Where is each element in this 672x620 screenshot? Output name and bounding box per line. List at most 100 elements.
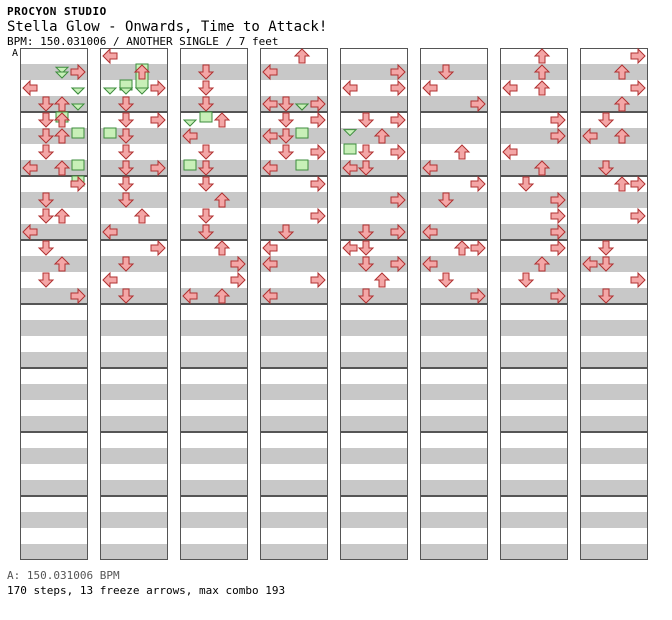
up-arrow-note	[293, 48, 311, 64]
studio-name: PROCYON STUDIO	[7, 5, 107, 18]
measure-box	[580, 240, 648, 304]
freeze-arrow	[199, 111, 213, 123]
measure-box	[20, 48, 88, 112]
up-arrow-note	[53, 160, 71, 176]
measure-box	[420, 176, 488, 240]
down-arrow-note	[117, 128, 135, 144]
down-arrow-note	[37, 208, 55, 224]
right-arrow-note	[70, 287, 86, 305]
measure-box	[500, 304, 568, 368]
measure-box	[340, 432, 408, 496]
up-arrow-note	[533, 48, 551, 64]
left-arrow-note	[22, 79, 38, 97]
down-arrow-note	[597, 288, 615, 304]
down-arrow-note	[197, 208, 215, 224]
up-arrow-note	[373, 272, 391, 288]
up-arrow-note	[533, 160, 551, 176]
right-arrow-note	[630, 207, 646, 225]
right-arrow-note	[470, 287, 486, 305]
left-arrow-note	[422, 255, 438, 273]
left-arrow-note	[102, 223, 118, 241]
song-title: Stella Glow - Onwards, Time to Attack!	[7, 19, 328, 35]
measure-box	[100, 432, 168, 496]
chart-column	[180, 48, 248, 560]
right-arrow-note	[550, 287, 566, 305]
right-arrow-note	[470, 175, 486, 193]
freeze-arrow-tail	[54, 71, 70, 79]
down-arrow-note	[517, 272, 535, 288]
right-arrow-note	[390, 255, 406, 273]
up-arrow-note	[53, 208, 71, 224]
freeze-arrow	[71, 159, 85, 171]
measure-box	[340, 240, 408, 304]
measure-box	[260, 368, 328, 432]
down-arrow-note	[517, 176, 535, 192]
right-arrow-note	[150, 159, 166, 177]
down-arrow-note	[437, 272, 455, 288]
left-arrow-note	[262, 255, 278, 273]
freeze-arrow	[183, 159, 197, 171]
measure-box	[180, 176, 248, 240]
down-arrow-note	[197, 80, 215, 96]
right-arrow-note	[390, 63, 406, 81]
left-arrow-note	[342, 79, 358, 97]
left-arrow-note	[582, 127, 598, 145]
down-arrow-note	[277, 144, 295, 160]
measure-box	[420, 112, 488, 176]
chart-column	[420, 48, 488, 560]
down-arrow-note	[37, 272, 55, 288]
up-arrow-note	[613, 128, 631, 144]
right-arrow-note	[70, 63, 86, 81]
step-stats: 170 steps, 13 freeze arrows, max combo 1…	[7, 584, 286, 597]
right-arrow-note	[230, 255, 246, 273]
up-arrow-note	[53, 256, 71, 272]
left-arrow-note	[422, 79, 438, 97]
measure-box	[340, 368, 408, 432]
measure-box	[20, 176, 88, 240]
up-arrow-note	[53, 96, 71, 112]
freeze-arrow-tail	[54, 66, 70, 74]
freeze-arrow-tail	[134, 87, 150, 95]
up-arrow-note	[133, 64, 151, 80]
measure-box	[580, 304, 648, 368]
right-arrow-note	[150, 111, 166, 129]
up-arrow-note	[613, 176, 631, 192]
down-arrow-note	[277, 96, 295, 112]
up-arrow-note	[213, 288, 231, 304]
down-arrow-note	[597, 160, 615, 176]
up-arrow-note	[133, 208, 151, 224]
right-arrow-note	[550, 239, 566, 257]
measure-box	[420, 432, 488, 496]
left-arrow-note	[182, 127, 198, 145]
left-arrow-note	[422, 159, 438, 177]
chart-column	[340, 48, 408, 560]
freeze-arrow-tail	[118, 87, 134, 95]
measure-box	[20, 240, 88, 304]
down-arrow-note	[117, 256, 135, 272]
chart-info: BPM: 150.031006 / ANOTHER SINGLE / 7 fee…	[7, 35, 279, 48]
up-arrow-note	[213, 112, 231, 128]
measure-box	[500, 432, 568, 496]
measure-box	[580, 368, 648, 432]
measure-box	[340, 496, 408, 560]
measure-box	[500, 368, 568, 432]
measure-box	[420, 368, 488, 432]
measure-box	[180, 368, 248, 432]
down-arrow-note	[357, 256, 375, 272]
chart-column	[100, 48, 168, 560]
down-arrow-note	[37, 128, 55, 144]
measure-box	[180, 496, 248, 560]
measure-box	[500, 496, 568, 560]
freeze-arrow	[343, 143, 357, 155]
left-arrow-note	[22, 159, 38, 177]
measure-box	[580, 432, 648, 496]
down-arrow-note	[37, 192, 55, 208]
right-arrow-note	[630, 271, 646, 289]
right-arrow-note	[630, 79, 646, 97]
down-arrow-note	[117, 96, 135, 112]
right-arrow-note	[630, 175, 646, 193]
right-arrow-note	[470, 239, 486, 257]
down-arrow-note	[117, 112, 135, 128]
down-arrow-note	[597, 256, 615, 272]
